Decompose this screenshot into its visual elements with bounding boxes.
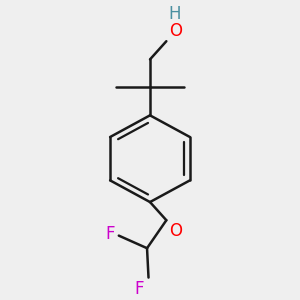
Text: O: O bbox=[169, 22, 182, 40]
Text: F: F bbox=[135, 280, 144, 298]
Text: H: H bbox=[169, 5, 181, 23]
Text: O: O bbox=[169, 222, 182, 240]
Text: F: F bbox=[106, 225, 115, 243]
